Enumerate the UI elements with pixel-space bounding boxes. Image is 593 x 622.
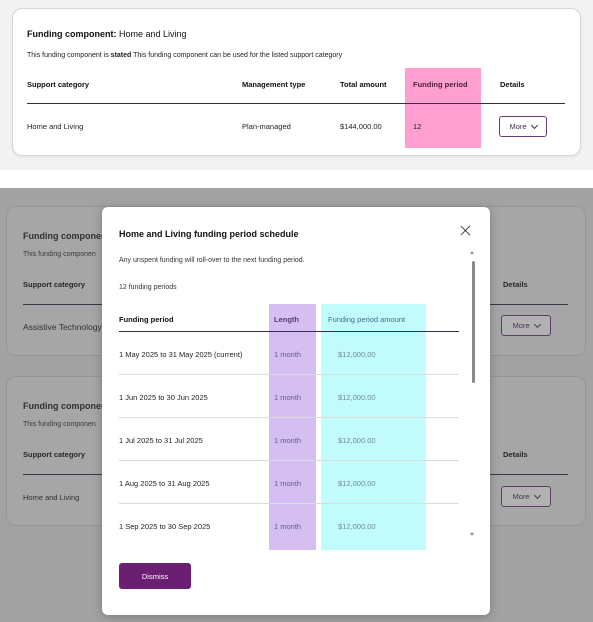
row-period: 1 Aug 2025 to 31 Aug 2025 [119,479,210,488]
row-amount: $12,000.00 [338,522,376,531]
bg-card-desc: This funding componen [23,421,96,428]
row-divider [119,417,459,418]
row-amount: $12,000.00 [338,393,376,402]
bg-row-category: Home and Living [23,493,80,502]
period-count: 12 funding periods [119,284,177,291]
bg-more-label: More [512,321,530,330]
desc-prefix: This funding component is [27,52,109,59]
funding-component-title: Funding component: Home and Living [27,29,187,39]
bg-more-button[interactable]: More [501,315,551,336]
bg-header-details: Details [503,450,528,459]
bg-row-category: Assistive Technology [23,322,102,332]
header-management-type: Management type [242,80,306,89]
row-period: 1 Jun 2025 to 30 Jun 2025 [119,393,208,402]
funding-schedule-modal: Home and Living funding period schedule … [102,207,490,615]
rollover-note: Any unspent funding will roll-over to th… [119,257,305,264]
row-divider [119,374,459,375]
bg-header-support-category: Support category [23,450,86,459]
table-row: 1 Jun 2025 to 30 Jun 2025 1 month $12,00… [119,375,459,418]
table-row: 1 Jul 2025 to 31 Jul 2025 1 month $12,00… [119,418,459,461]
row-support-category: Home and Living [27,122,84,131]
bg-card-desc: This funding componen [23,251,96,258]
bg-more-button[interactable]: More [501,486,551,507]
row-length: 1 month [274,522,302,531]
row-amount: $12,000.00 [338,436,376,445]
bg-more-label: More [512,492,530,501]
table-row: 1 Aug 2025 to 31 Aug 2025 1 month $12,00… [119,461,459,504]
more-button[interactable]: More [499,116,547,137]
row-length: 1 month [274,436,302,445]
row-divider [119,503,459,504]
funding-period-highlight [405,68,481,148]
header-support-category: Support category [27,80,90,89]
row-divider [119,460,459,461]
funding-component-description: This funding component is stated This fu… [27,52,342,59]
row-total-amount: $144,000.00 [340,122,382,131]
header-total-amount: Total amount [340,80,387,89]
table-row: 1 Sep 2025 to 30 Sep 2025 1 month $12,00… [119,504,459,547]
row-length: 1 month [274,479,302,488]
row-period: 1 Jul 2025 to 31 Jul 2025 [119,436,203,445]
close-icon[interactable] [458,223,474,239]
modal-title: Home and Living funding period schedule [119,229,299,239]
header-amount: Funding period amount [328,315,406,324]
scroll-up-arrow[interactable] [470,251,474,254]
length-column-highlight [269,304,316,550]
table-row: 1 May 2025 to 31 May 2025 (current) 1 mo… [119,332,459,375]
row-management-type: Plan-managed [242,122,291,131]
bg-card-title: Funding componen [23,231,107,241]
header-funding-period: Funding period [413,80,468,89]
row-funding-period: 12 [413,122,422,131]
header-divider [27,103,565,104]
desc-stated: stated [110,52,132,59]
row-length: 1 month [274,393,302,402]
top-panel: Funding component: Home and Living This … [0,0,593,170]
header-length: Length [274,315,299,324]
header-details: Details [500,80,525,89]
title-value: Home and Living [119,29,187,39]
amount-column-highlight [321,304,426,550]
chevron-down-icon [530,121,538,129]
more-label: More [509,122,527,131]
modal-header-divider [119,331,459,332]
header-period: Funding period [119,315,174,324]
title-label: Funding component: [27,29,117,39]
bg-card-title: Funding componen [23,401,107,411]
desc-suffix: This funding component can be used for t… [133,52,343,59]
funding-component-card: Funding component: Home and Living This … [12,8,581,156]
bg-header-details: Details [503,280,528,289]
row-period: 1 Sep 2025 to 30 Sep 2025 [119,522,211,531]
scroll-down-arrow[interactable] [470,533,474,536]
row-amount: $12,000.00 [338,479,376,488]
row-period: 1 May 2025 to 31 May 2025 (current) [119,350,243,359]
row-amount: $12,000.00 [338,350,376,359]
dismiss-button[interactable]: Dismiss [119,563,191,589]
scrollbar-thumb[interactable] [472,261,475,383]
row-length: 1 month [274,350,302,359]
bg-header-support-category: Support category [23,280,86,289]
